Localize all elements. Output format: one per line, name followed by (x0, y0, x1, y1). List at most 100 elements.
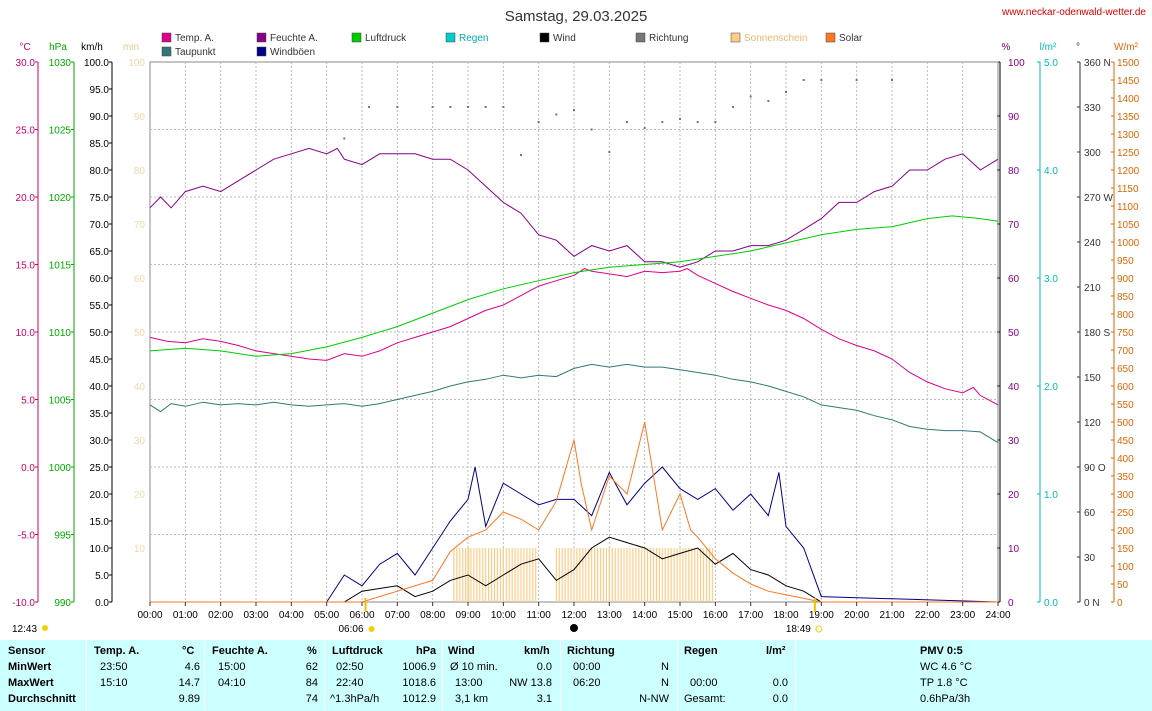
stats-unit-press: hPa (416, 645, 437, 657)
tick-label: 30 (134, 436, 146, 447)
time-label: 01:00 (173, 610, 198, 621)
tick-label: 90 (134, 112, 146, 123)
tick-label: 70 (1008, 220, 1020, 231)
time-axis: 00:00 01:00 02:00 03:00 04:00 05:00 06:00 07:00… (137, 602, 1011, 621)
min-press-val: 1006.9 (402, 661, 436, 673)
tick-label: 20.0 (16, 193, 36, 204)
legend-swatch (256, 32, 267, 43)
tick-label: 360 N (1084, 58, 1111, 69)
direction-dot (502, 106, 505, 108)
direction-dot (767, 100, 770, 102)
direction-dot (608, 151, 611, 153)
legend-swatch (539, 32, 550, 43)
direction-dot (891, 79, 893, 81)
tick-label: 50 (134, 328, 146, 339)
avg-wind-val: 3.1 (536, 693, 552, 705)
tick-label: 40 (134, 382, 146, 393)
time-label: 24:00 (985, 610, 1010, 621)
sunrise-marker (364, 598, 367, 612)
time-label: 08:00 (420, 610, 445, 621)
time-label: 21:00 (879, 610, 904, 621)
tick-label: 1300 (1117, 130, 1140, 141)
max-dir-time: 06:20 (573, 677, 601, 689)
tick-label: 150 (1117, 544, 1134, 555)
legend-swatch (825, 32, 836, 43)
website-link[interactable]: www.neckar-odenwald-wetter.de (1001, 7, 1146, 18)
tick-label: 35.0 (90, 409, 110, 420)
tick-label: 20 (134, 490, 146, 501)
stats-header-temp: Temp. A. (94, 645, 140, 657)
tick-label: 60.0 (90, 274, 110, 285)
tick-label: 0.0 (21, 463, 35, 474)
tick-label: 1400 (1117, 94, 1140, 105)
tick-label: 80 (134, 166, 146, 177)
sunshine-bars (453, 548, 713, 602)
time-label: 11:00 (527, 610, 552, 621)
direction-dot (520, 154, 522, 156)
min-wind-label: Ø 10 min. (450, 661, 498, 673)
direction-dot (696, 121, 699, 123)
max-press-val: 1018.6 (402, 677, 436, 689)
tick-label: 80 (1008, 166, 1020, 177)
direction-dot (855, 79, 858, 81)
legend-swatch (635, 32, 646, 43)
avg-rain-label: Gesamt: (684, 693, 726, 705)
direction-dot (643, 127, 646, 129)
time-label: 05:00 (314, 610, 339, 621)
direction-dot (590, 128, 593, 131)
direction-dot (537, 121, 540, 123)
direction-dot (785, 91, 787, 93)
tick-label: 80.0 (90, 166, 110, 177)
tick-label: 0 N (1084, 598, 1100, 609)
sun-info: 06:06 18:49 12:43 (12, 598, 823, 635)
tick-label: 5.0 (1044, 58, 1058, 69)
tick-label: 150 (1084, 373, 1101, 384)
max-pmv-note: TP 1.8 °C (920, 677, 968, 689)
sunrise-icon (368, 626, 375, 632)
min-temp-time: 23:50 (100, 661, 128, 673)
max-wind-time: 13:00 (455, 677, 483, 689)
series-lines (149, 147, 999, 603)
tick-label: 120 (1084, 418, 1101, 429)
tick-label: 50 (1117, 580, 1129, 591)
tick-label: 1050 (1117, 220, 1140, 231)
tick-label: 50.0 (90, 328, 110, 339)
legend-swatch (161, 32, 172, 43)
direction-dot (732, 106, 734, 108)
direction-dot (749, 95, 752, 98)
tick-label: 1500 (1117, 58, 1140, 69)
tick-label: 995 (54, 531, 71, 542)
chart-title: Samstag, 29.03.2025 (505, 8, 648, 25)
time-label: 19:00 (809, 610, 834, 621)
tick-label: 1030 (49, 58, 72, 69)
direction-dot (449, 106, 452, 108)
max-press-time: 22:40 (336, 677, 364, 689)
avg-dir-val: N-NW (639, 693, 669, 705)
tick-label: 10.0 (90, 544, 110, 555)
sunset-time: 18:49 (786, 624, 811, 635)
axis-unit: % (1002, 42, 1011, 53)
tick-label: 330 (1084, 103, 1101, 114)
stats-row-label: MaxWert (8, 677, 54, 689)
min-pmv-note: WC 4.6 °C (920, 661, 973, 673)
legend-label: Regen (459, 33, 488, 44)
stats-header-hum: Feuchte A. (212, 645, 268, 657)
tick-label: 40.0 (90, 382, 110, 393)
avg-press-label: ^1.3hPa/h (330, 693, 380, 705)
tick-label: 200 (1117, 526, 1134, 537)
legend-label: Taupunkt (175, 47, 216, 58)
stats-header-press: Luftdruck (332, 645, 383, 657)
tick-label: 1000 (1117, 238, 1140, 249)
tick-label: 30 (1008, 436, 1020, 447)
tick-label: 300 (1117, 490, 1134, 501)
series-line-windb-en (150, 466, 999, 603)
tick-label: 1025 (49, 126, 72, 137)
direction-dot (661, 121, 664, 123)
tick-label: 10 (1008, 544, 1020, 555)
tick-label: 100 (128, 58, 145, 69)
tick-label: 45.0 (90, 355, 110, 366)
stats-header-wind: Wind (448, 645, 475, 657)
tick-label: 350 (1117, 472, 1134, 483)
tick-label: 250 (1117, 508, 1134, 519)
series-line-wind (150, 536, 998, 603)
